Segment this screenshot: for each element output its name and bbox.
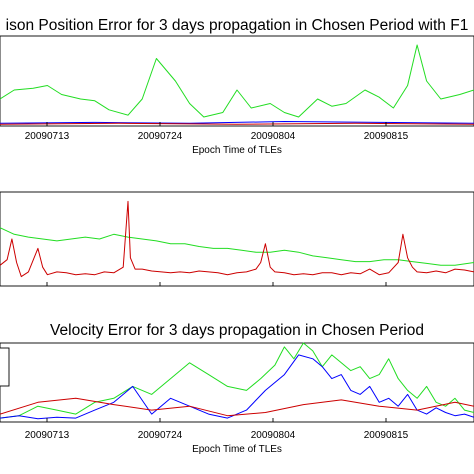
panel-1-tick-label: 20090713 [25,131,70,142]
panel-1-series-line-1 [0,44,474,118]
panel-3: Velocity Error for 3 days propagation in… [0,322,474,455]
panel-1-frame [0,35,474,127]
panel-3-tick-label: 20090713 [25,430,70,441]
panel-3-tick-label: 20090724 [138,430,183,441]
panel-3-xlabel: Epoch Time of TLEs [192,444,282,455]
panel-3-series-line-2 [0,354,474,420]
panel-2-series-group [0,200,474,278]
panel-1-series-group [0,44,474,125]
panel-3-title: Velocity Error for 3 days propagation in… [50,322,424,339]
panel-1: ison Position Error for 3 days propagati… [0,17,474,156]
panel-1-tick-label: 20090804 [251,131,296,142]
panel-3-frame [0,342,474,423]
panel-1-tick-label: 20090724 [138,131,183,142]
panel-2-series-line-2 [0,200,474,278]
panel-3-x-ticks: 20090713 20090724 20090804 20090815 [25,418,409,441]
panel-3-series-line-3 [0,397,474,417]
panel-1-xlabel: Epoch Time of TLEs [192,145,282,156]
panel-1-title: ison Position Error for 3 days propagati… [6,17,469,34]
panel-1-tick-label: 20090815 [364,131,409,142]
panel-3-legend-box [0,347,10,387]
panel-3-series-group [0,342,474,420]
panel-1-series-line-2 [0,121,474,124]
panel-2-series-line-1 [0,227,474,266]
panel-1-x-ticks: 20090713 20090724 20090804 20090815 [25,122,409,142]
panel-3-tick-label: 20090815 [364,430,409,441]
panel-2 [0,191,474,287]
panel-2-x-ticks [46,282,387,286]
panel-2-frame [0,191,474,287]
panel-3-tick-label: 20090804 [251,430,296,441]
panel-3-series-line-1 [0,342,474,419]
panel-1-series-line-3 [0,122,474,125]
